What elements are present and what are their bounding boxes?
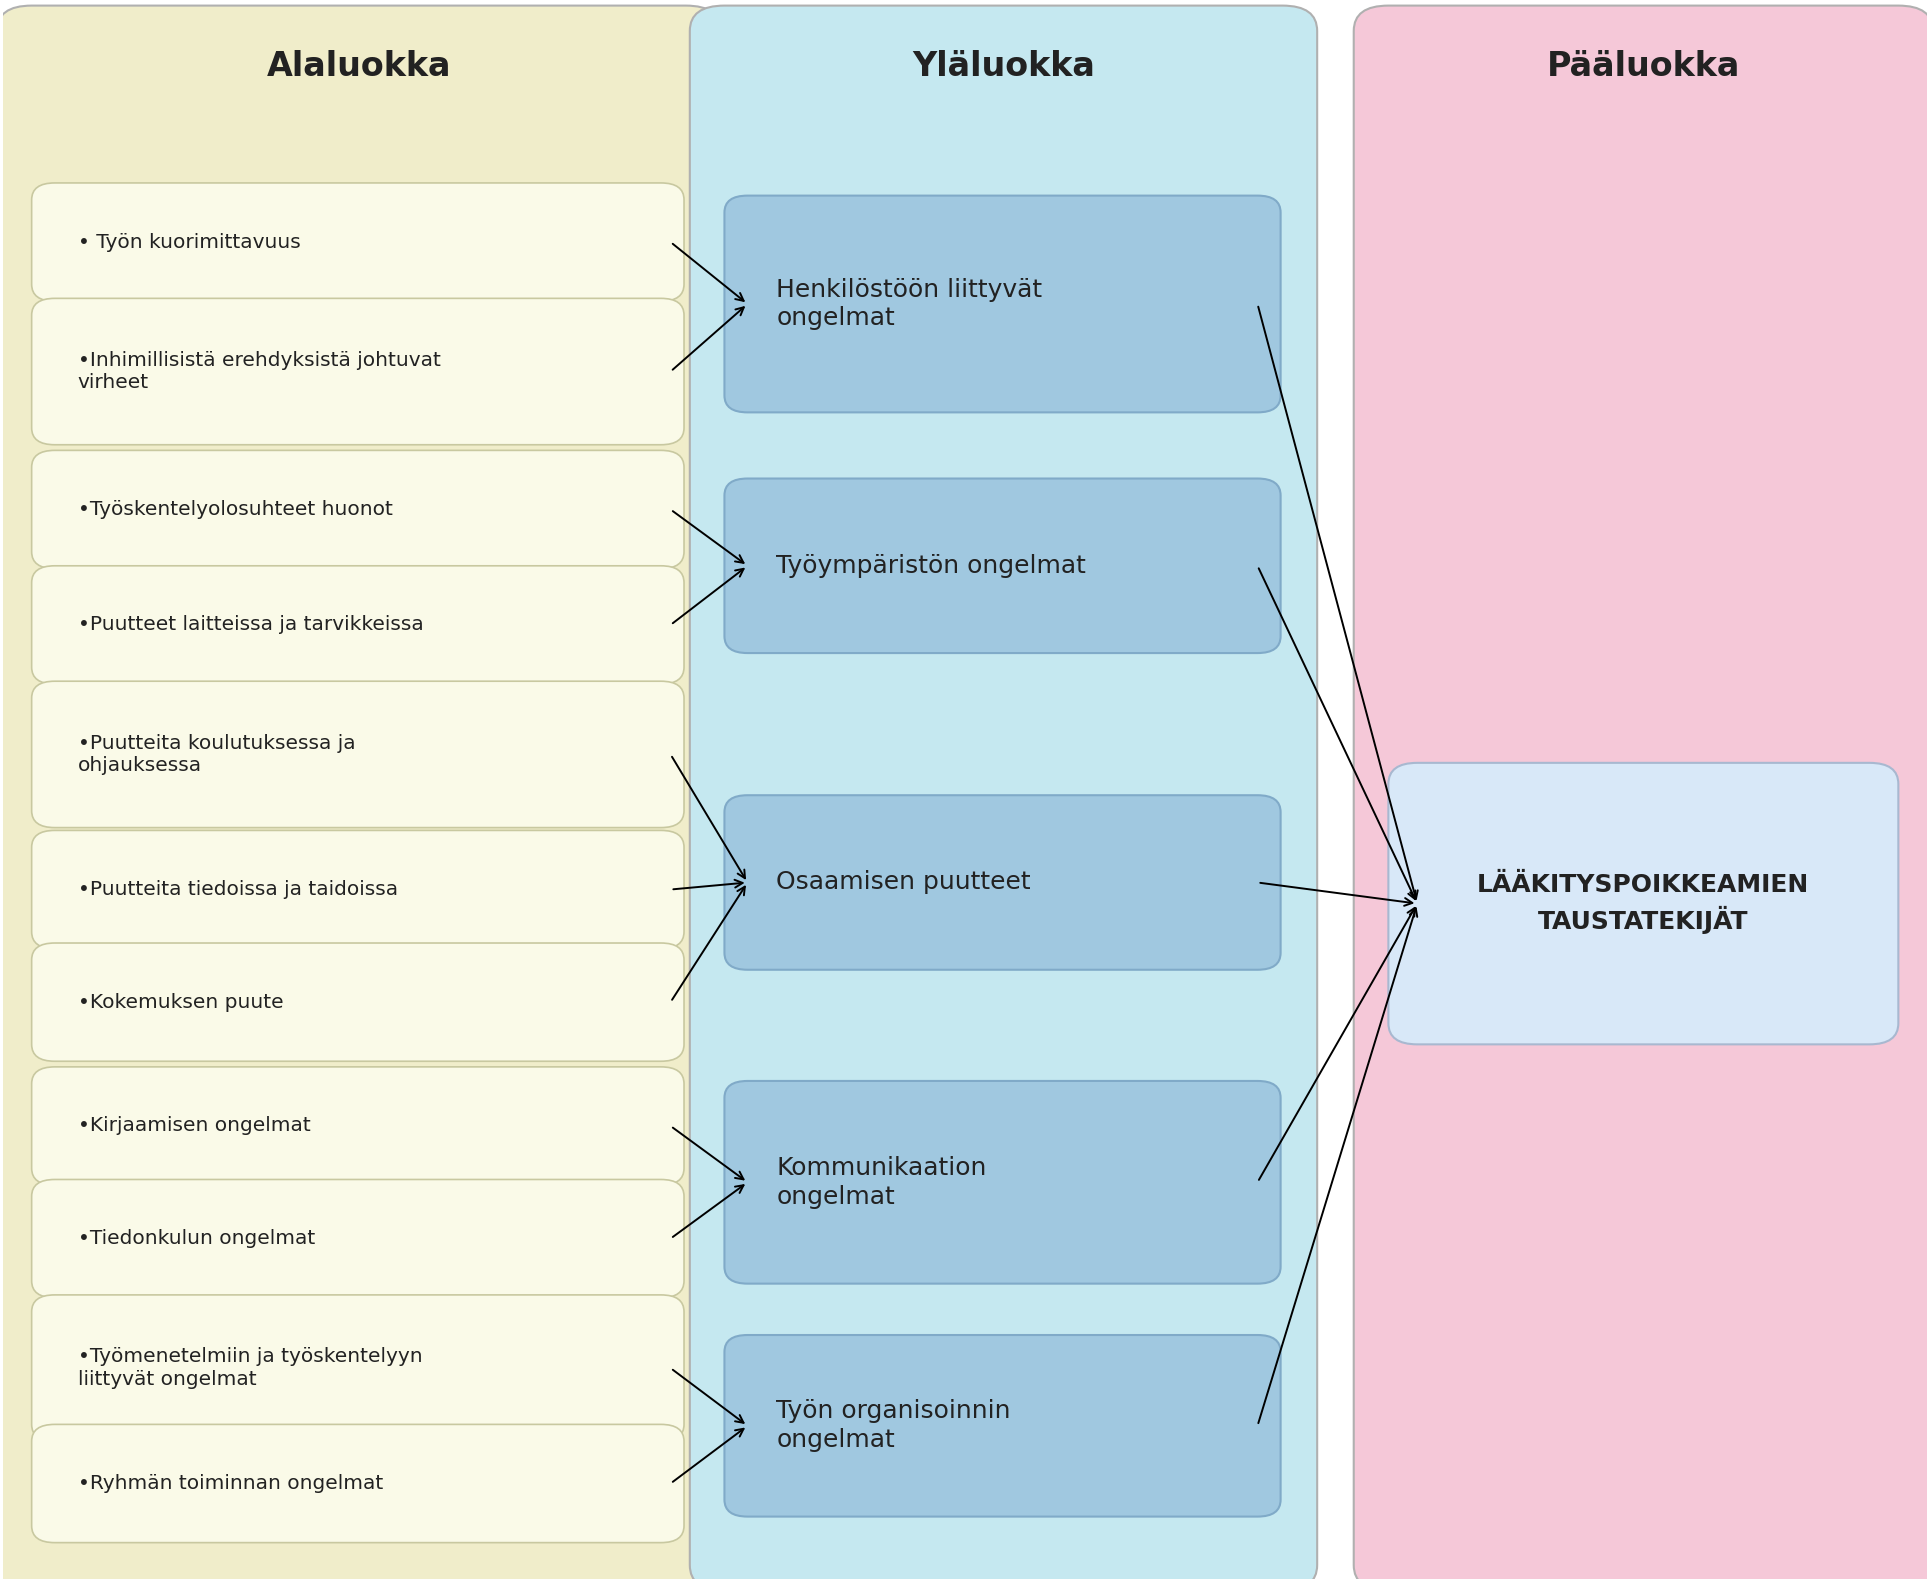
Text: Osaamisen puutteet: Osaamisen puutteet bbox=[776, 870, 1031, 894]
FancyBboxPatch shape bbox=[31, 682, 683, 827]
Text: Yläluokka: Yläluokka bbox=[913, 49, 1094, 82]
Text: •Puutteet laitteissa ja tarvikkeissa: •Puutteet laitteissa ja tarvikkeissa bbox=[77, 615, 423, 634]
Text: Henkilöstöön liittyvät
ongelmat: Henkilöstöön liittyvät ongelmat bbox=[776, 277, 1042, 331]
Text: •Kokemuksen puute: •Kokemuksen puute bbox=[77, 992, 284, 1011]
Text: Kommunikaation
ongelmat: Kommunikaation ongelmat bbox=[776, 1156, 986, 1209]
Text: •Inhimillisistä erehdyksistä johtuvat
virheet: •Inhimillisistä erehdyksistä johtuvat vi… bbox=[77, 351, 440, 392]
FancyBboxPatch shape bbox=[724, 478, 1282, 653]
Text: •Ryhmän toiminnan ongelmat: •Ryhmän toiminnan ongelmat bbox=[77, 1474, 382, 1493]
Text: Alaluokka: Alaluokka bbox=[266, 49, 452, 82]
FancyBboxPatch shape bbox=[724, 1081, 1282, 1283]
FancyBboxPatch shape bbox=[31, 566, 683, 683]
FancyBboxPatch shape bbox=[31, 943, 683, 1062]
FancyBboxPatch shape bbox=[1388, 763, 1899, 1044]
FancyBboxPatch shape bbox=[31, 1424, 683, 1542]
FancyBboxPatch shape bbox=[31, 831, 683, 949]
FancyBboxPatch shape bbox=[0, 6, 720, 1582]
FancyBboxPatch shape bbox=[31, 1066, 683, 1185]
Text: •Puutteita koulutuksessa ja
ohjauksessa: •Puutteita koulutuksessa ja ohjauksessa bbox=[77, 734, 355, 775]
Text: •Työmenetelmiin ja työskentelyyn
liittyvät ongelmat: •Työmenetelmiin ja työskentelyyn liittyv… bbox=[77, 1348, 423, 1389]
Text: LÄÄKITYSPOIKKEAMIEN
TAUSTATEKIJÄT: LÄÄKITYSPOIKKEAMIEN TAUSTATEKIJÄT bbox=[1476, 873, 1810, 935]
Text: • Työn kuorimittavuus: • Työn kuorimittavuus bbox=[77, 233, 301, 252]
FancyBboxPatch shape bbox=[31, 1180, 683, 1297]
FancyBboxPatch shape bbox=[1353, 6, 1930, 1582]
FancyBboxPatch shape bbox=[31, 184, 683, 301]
Text: Työympäristön ongelmat: Työympäristön ongelmat bbox=[776, 554, 1087, 577]
FancyBboxPatch shape bbox=[724, 796, 1282, 970]
FancyBboxPatch shape bbox=[31, 299, 683, 445]
Text: Pääluokka: Pääluokka bbox=[1546, 49, 1741, 82]
FancyBboxPatch shape bbox=[724, 196, 1282, 413]
Text: •Puutteita tiedoissa ja taidoissa: •Puutteita tiedoissa ja taidoissa bbox=[77, 880, 398, 899]
FancyBboxPatch shape bbox=[31, 451, 683, 568]
FancyBboxPatch shape bbox=[689, 6, 1316, 1582]
Text: •Kirjaamisen ongelmat: •Kirjaamisen ongelmat bbox=[77, 1117, 311, 1136]
Text: •Työskentelyolosuhteet huonot: •Työskentelyolosuhteet huonot bbox=[77, 500, 392, 519]
Text: Työn organisoinnin
ongelmat: Työn organisoinnin ongelmat bbox=[776, 1400, 1011, 1452]
Text: •Tiedonkulun ongelmat: •Tiedonkulun ongelmat bbox=[77, 1229, 315, 1248]
FancyBboxPatch shape bbox=[31, 1296, 683, 1441]
FancyBboxPatch shape bbox=[724, 1335, 1282, 1517]
